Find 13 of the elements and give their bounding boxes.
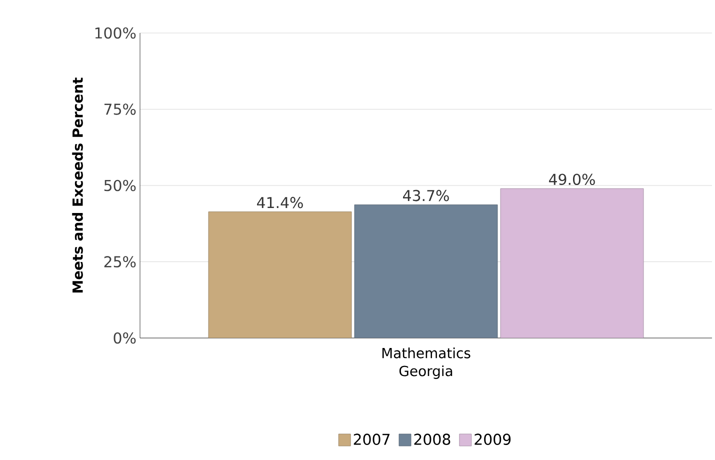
legend-label: 2008 bbox=[414, 434, 450, 445]
data-label: 41.4% bbox=[257, 196, 303, 208]
y-axis-title: Meets and Exceeds Percent bbox=[72, 78, 83, 292]
y-tick-label: 50% bbox=[104, 180, 136, 192]
y-tick-label: 0% bbox=[114, 332, 136, 344]
y-tick-label: 100% bbox=[95, 27, 136, 39]
legend-label: 2007 bbox=[354, 434, 390, 445]
y-tick-label: 25% bbox=[104, 256, 136, 268]
data-label: 49.0% bbox=[549, 174, 595, 186]
x-tick-label: Mathematics Georgia bbox=[382, 348, 470, 379]
y-tick-label: 75% bbox=[104, 104, 136, 115]
legend-label: 2009 bbox=[474, 434, 511, 445]
data-label: 43.7% bbox=[403, 190, 449, 202]
